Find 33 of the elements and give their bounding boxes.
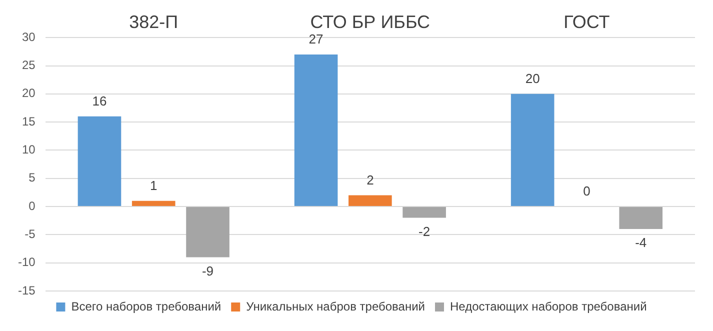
- bar: [348, 195, 392, 206]
- y-tick-label: -15: [18, 283, 36, 298]
- x-tick-label: 382-П: [129, 12, 178, 32]
- y-tick-label: 25: [22, 58, 36, 72]
- y-tick-label: 15: [22, 114, 36, 128]
- y-tick-label: 10: [22, 142, 36, 157]
- y-tick-label: 20: [22, 86, 36, 100]
- y-tick-label: 30: [22, 30, 36, 44]
- y-tick-label: -10: [18, 255, 36, 270]
- bar: [402, 207, 446, 218]
- bar: [132, 200, 176, 206]
- data-label: 27: [308, 32, 324, 47]
- bar: [186, 207, 230, 258]
- y-tick-label: 0: [28, 198, 36, 213]
- bar: [78, 116, 122, 206]
- legend-label: Всего наборов требований: [71, 299, 222, 314]
- data-label: 0: [583, 184, 590, 199]
- data-label: 2: [366, 172, 374, 188]
- data-label: 1: [150, 178, 158, 193]
- legend-label: Уникальных набров требований: [246, 299, 425, 314]
- data-label: -4: [635, 235, 647, 250]
- data-label: -2: [418, 224, 430, 239]
- bar: [294, 54, 338, 206]
- x-tick-label: ГОСТ: [564, 12, 610, 32]
- legend-label: Недостающих наборов требований: [450, 299, 647, 314]
- data-label: 20: [525, 70, 540, 86]
- data-label: -9: [202, 263, 214, 278]
- bar: [510, 94, 554, 206]
- bar: [619, 207, 663, 230]
- data-label: 16: [92, 94, 107, 109]
- y-tick-label: -5: [24, 227, 36, 241]
- x-tick-label: СТО БР ИББС: [310, 12, 430, 32]
- y-tick-label: 5: [28, 170, 36, 185]
